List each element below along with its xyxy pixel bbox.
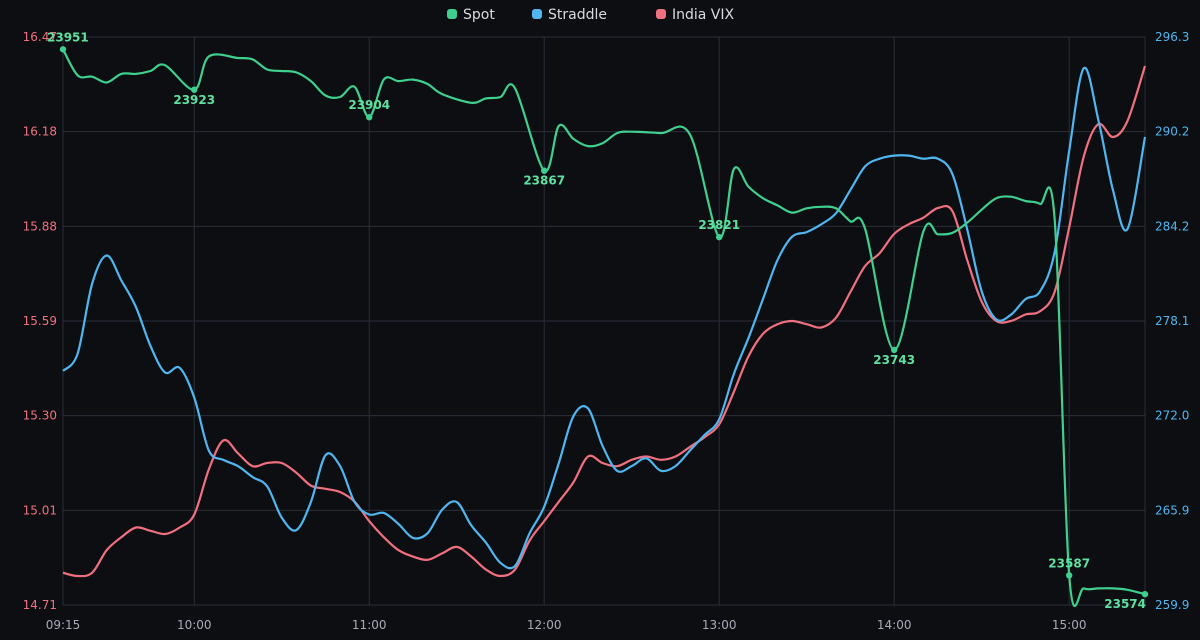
y-left-tick-label: 16.47 bbox=[23, 30, 57, 44]
spot-data-label: 23867 bbox=[523, 174, 565, 188]
gridlines bbox=[62, 36, 1146, 606]
spot-data-label: 23587 bbox=[1048, 556, 1090, 570]
x-tick-label: 15:00 bbox=[1052, 618, 1087, 632]
spot-point bbox=[191, 86, 198, 93]
axes: 14.71 259.9 15.01 265.9 15.30 272.0 15.59 278.1… bbox=[23, 30, 1190, 632]
legend-swatch-spot bbox=[447, 9, 457, 19]
legend-swatch-straddle bbox=[532, 9, 542, 19]
x-tick-label: 11:00 bbox=[352, 618, 387, 632]
legend-label-straddle: Straddle bbox=[548, 7, 607, 23]
series-layer bbox=[62, 48, 1147, 608]
y-right-tick-label: 290.2 bbox=[1155, 125, 1189, 139]
spot-point bbox=[366, 114, 373, 121]
legend-label-india-vix: India VIX bbox=[672, 7, 735, 23]
spot-data-label: 23574 bbox=[1104, 597, 1146, 611]
y-right-tick-label: 296.3 bbox=[1155, 30, 1189, 44]
y-right-tick-label: 259.9 bbox=[1155, 598, 1189, 612]
legend-swatch-india-vix bbox=[656, 9, 666, 19]
x-tick-label: 14:00 bbox=[877, 618, 912, 632]
y-right-tick-label: 272.0 bbox=[1155, 409, 1189, 423]
y-right-tick-label: 284.2 bbox=[1155, 219, 1189, 233]
y-left-tick-label: 15.30 bbox=[23, 409, 57, 423]
y-left-tick-label: 16.18 bbox=[23, 125, 57, 139]
spot-point bbox=[541, 167, 548, 174]
y-left-tick-label: 14.71 bbox=[23, 598, 57, 612]
spot-data-label: 23821 bbox=[698, 218, 740, 232]
legend-label-spot: Spot bbox=[463, 7, 495, 23]
spot-data-label: 23923 bbox=[173, 93, 215, 107]
series-line-india-vix bbox=[62, 65, 1147, 578]
x-tick-label: 13:00 bbox=[702, 618, 737, 632]
series-line-spot bbox=[62, 48, 1146, 608]
legend: Spot Straddle India VIX bbox=[447, 7, 735, 23]
y-right-tick-label: 265.9 bbox=[1155, 503, 1189, 517]
spot-data-label: 23904 bbox=[348, 98, 390, 112]
spot-point bbox=[1065, 572, 1073, 579]
point-labels: 23951 23923 23904 23867 23821 23743 23587 23574 bbox=[47, 30, 1149, 611]
series-line-straddle bbox=[62, 66, 1147, 570]
spot-point bbox=[59, 46, 67, 53]
y-left-tick-label: 15.59 bbox=[23, 314, 57, 328]
y-right-tick-label: 278.1 bbox=[1155, 314, 1189, 328]
spot-point bbox=[890, 346, 898, 354]
x-tick-label: 10:00 bbox=[177, 618, 212, 632]
spot-data-label: 23951 bbox=[47, 30, 89, 44]
x-tick-label: 09:15 bbox=[46, 618, 81, 632]
x-tick-label: 12:00 bbox=[527, 618, 562, 632]
spot-point bbox=[1141, 590, 1149, 598]
spot-point bbox=[715, 233, 723, 241]
spot-data-label: 23743 bbox=[873, 353, 915, 367]
y-left-tick-label: 15.88 bbox=[23, 219, 57, 233]
y-left-tick-label: 15.01 bbox=[23, 503, 57, 517]
